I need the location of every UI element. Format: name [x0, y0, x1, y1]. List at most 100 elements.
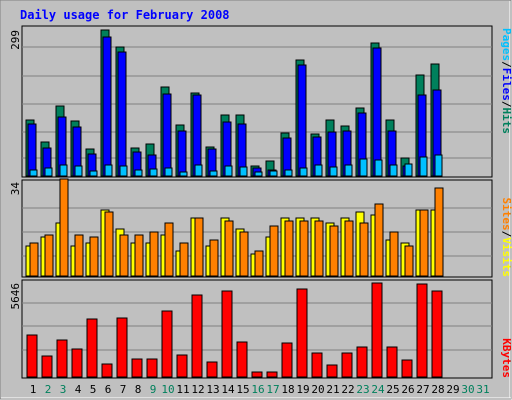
- legend-sep-3: /: [500, 231, 512, 238]
- x-tick-label-day-24: 24: [371, 383, 385, 396]
- bar-pages-day-14: [224, 165, 233, 177]
- bar-kbytes-day-11: [176, 354, 188, 378]
- x-tick-label-day-3: 3: [60, 383, 67, 396]
- bar-kbytes-day-14: [221, 290, 233, 378]
- bar-kbytes-day-23: [356, 346, 368, 378]
- bar-sites-day-11: [179, 242, 189, 277]
- x-tick-label-day-8: 8: [135, 383, 142, 396]
- bar-kbytes-day-5: [86, 318, 98, 378]
- chart-title: Daily usage for February 2008: [20, 8, 230, 22]
- bar-pages-day-22: [344, 164, 353, 177]
- bar-kbytes-day-12: [191, 294, 203, 378]
- bar-pages-day-24: [374, 159, 383, 177]
- top-panel-ymax: 299: [9, 30, 22, 50]
- x-tick-label-day-16: 16: [251, 383, 264, 396]
- bar-kbytes-day-21: [326, 364, 338, 378]
- top-legend: Pages/Files/Hits: [500, 28, 512, 134]
- bar-sites-day-18: [284, 220, 294, 277]
- bar-sites-day-14: [224, 220, 234, 277]
- x-tick-label-day-13: 13: [206, 383, 219, 396]
- bar-kbytes-day-3: [56, 339, 68, 378]
- x-tick-label-day-21: 21: [326, 383, 339, 396]
- bar-kbytes-day-7: [116, 317, 128, 378]
- mid-panel-ymax: 34: [9, 182, 22, 196]
- bar-kbytes-day-16: [251, 371, 263, 378]
- bar-sites-day-2: [44, 234, 54, 277]
- legend-sites: Sites: [500, 198, 512, 231]
- bar-sites-day-13: [209, 239, 219, 277]
- x-tick-label-day-20: 20: [311, 383, 324, 396]
- bar-kbytes-day-13: [206, 361, 218, 378]
- bar-pages-day-4: [74, 165, 83, 177]
- bar-pages-day-6: [104, 164, 113, 177]
- x-tick-label-day-19: 19: [296, 383, 309, 396]
- bar-kbytes-day-2: [41, 355, 53, 378]
- legend-kbytes: KBytes: [500, 338, 512, 378]
- x-tick-label-day-18: 18: [281, 383, 294, 396]
- bar-files-day-24: [372, 47, 382, 177]
- bar-pages-day-16: [254, 171, 263, 177]
- bar-kbytes-day-19: [296, 288, 308, 378]
- bar-sites-day-7: [119, 234, 129, 277]
- bar-sites-day-15: [239, 231, 249, 277]
- bar-sites-day-26: [404, 245, 414, 277]
- bot-legend: KBytes: [500, 338, 512, 378]
- x-tick-label-day-17: 17: [266, 383, 279, 396]
- bar-sites-day-12: [194, 217, 204, 277]
- bar-kbytes-day-15: [236, 341, 248, 378]
- bar-sites-day-27: [419, 209, 429, 277]
- bar-pages-day-8: [134, 169, 143, 177]
- bar-sites-day-3: [59, 178, 69, 277]
- bar-sites-day-8: [134, 234, 144, 277]
- x-tick-label-day-27: 27: [416, 383, 429, 396]
- legend-files: Files: [500, 68, 512, 101]
- bar-files-day-1: [27, 123, 37, 177]
- bar-files-day-10: [162, 93, 172, 177]
- bar-kbytes-day-17: [266, 371, 278, 378]
- bar-sites-day-6: [104, 211, 114, 277]
- bar-sites-day-25: [389, 231, 399, 277]
- bar-kbytes-day-24: [371, 282, 383, 378]
- bar-pages-day-12: [194, 164, 203, 177]
- bar-kbytes-day-10: [161, 310, 173, 378]
- bar-kbytes-day-22: [341, 352, 353, 378]
- x-tick-label-day-10: 10: [161, 383, 174, 396]
- x-tick-label-day-5: 5: [90, 383, 97, 396]
- x-axis-labels: 1 2 3 4 5 6 7 8 9 10 11 12 13 14 15 16 17 18 19 20 21 22 23 24 2…: [30, 383, 490, 396]
- bar-pages-day-18: [284, 169, 293, 177]
- bar-files-day-6: [102, 36, 112, 177]
- bar-pages-day-23: [359, 158, 368, 177]
- gridlines: [22, 46, 492, 351]
- x-tick-label-day-30: 30: [461, 383, 474, 396]
- x-tick-label-day-15: 15: [236, 383, 249, 396]
- bar-pages-day-27: [419, 156, 428, 177]
- bar-sites-day-17: [269, 225, 279, 277]
- x-tick-label-day-7: 7: [120, 383, 127, 396]
- legend-sep-2: /: [500, 101, 512, 108]
- bar-sites-day-28: [434, 187, 444, 277]
- bar-pages-day-13: [209, 170, 218, 177]
- legend-visits: Visits: [500, 237, 512, 277]
- bar-pages-day-5: [89, 170, 98, 177]
- x-tick-label-day-12: 12: [191, 383, 204, 396]
- bar-kbytes-day-18: [281, 342, 293, 378]
- bar-pages-day-20: [314, 164, 323, 177]
- bar-pages-day-9: [149, 168, 158, 177]
- bar-sites-day-19: [299, 220, 309, 277]
- bar-sites-day-4: [74, 234, 84, 277]
- x-tick-label-day-23: 23: [356, 383, 369, 396]
- bar-sites-day-1: [29, 242, 39, 277]
- x-tick-label-day-31: 31: [476, 383, 489, 396]
- bar-files-day-12: [192, 94, 202, 177]
- bar-kbytes-day-6: [101, 363, 113, 378]
- bar-kbytes-day-8: [131, 358, 143, 378]
- x-tick-label-day-14: 14: [221, 383, 235, 396]
- panel-frame-1: [21, 179, 493, 278]
- bar-sites-day-21: [329, 225, 339, 277]
- x-tick-label-day-28: 28: [431, 383, 444, 396]
- bar-kbytes-day-25: [386, 346, 398, 378]
- x-tick-label-day-1: 1: [30, 383, 37, 396]
- bar-pages-day-28: [434, 154, 443, 177]
- bar-kbytes-day-26: [401, 359, 413, 378]
